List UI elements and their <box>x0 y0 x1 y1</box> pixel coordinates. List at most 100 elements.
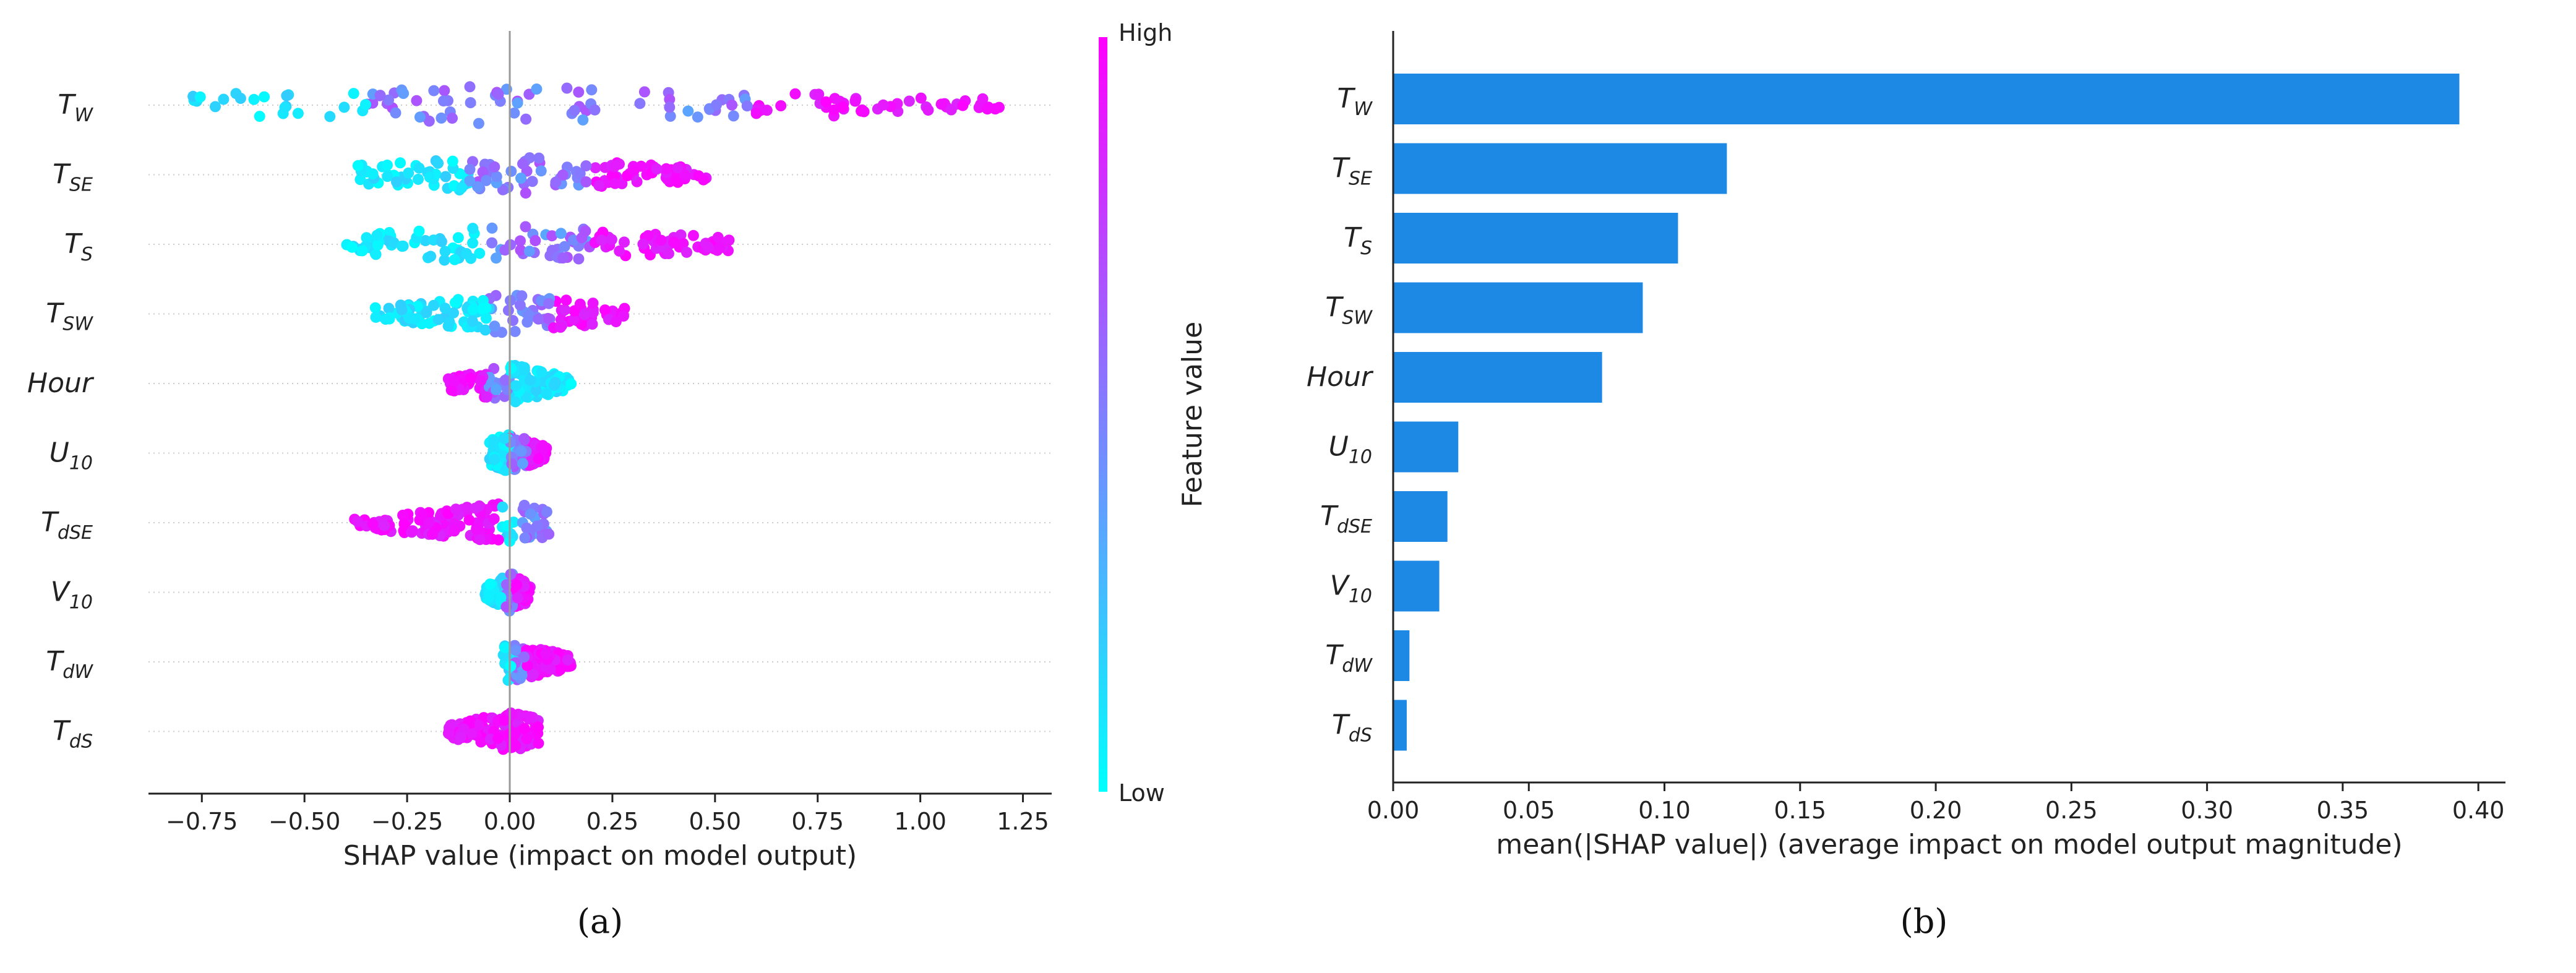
shap-point <box>638 86 650 98</box>
shap-point <box>486 237 498 249</box>
shap-point <box>352 160 364 171</box>
feature-label-sub: 10 <box>69 592 93 614</box>
bar <box>1393 282 1643 333</box>
shap-point <box>692 111 703 123</box>
shap-point <box>516 669 528 681</box>
feature-label-base: Hour <box>27 367 95 399</box>
x-tick-label: 0.75 <box>791 808 844 835</box>
shap-point <box>324 111 336 122</box>
shap-point <box>398 88 410 99</box>
shap-point <box>403 312 415 324</box>
shap-point <box>722 235 734 247</box>
shap-point <box>360 99 371 111</box>
category-label: V10 <box>1330 570 1372 607</box>
shap-point <box>413 225 425 237</box>
shap-point <box>518 499 530 511</box>
feature-label-sub: S <box>81 244 93 265</box>
shap-point <box>526 176 538 187</box>
shap-point <box>371 229 383 241</box>
shap-point <box>499 714 510 726</box>
shap-point <box>475 736 487 748</box>
shap-point <box>533 313 544 325</box>
shap-point <box>837 101 849 113</box>
shap-point <box>442 320 454 332</box>
shap-point <box>589 104 601 116</box>
shap-point <box>395 299 406 311</box>
shap-point <box>383 302 395 314</box>
shap-point <box>550 176 562 188</box>
shap-point <box>514 299 526 311</box>
shap-point <box>436 112 447 124</box>
shap-point <box>561 82 573 94</box>
feature-label-base: V <box>51 577 71 608</box>
shap-point <box>525 374 536 386</box>
feature-label-base: T <box>46 646 64 677</box>
shap-point <box>606 234 617 246</box>
panel-a-beeswarm: −0.75 −0.50 −0.25 0.00 0.25 0.50 0.75 1.00 1.25 … <box>27 19 1208 941</box>
shap-point <box>461 248 472 259</box>
shap-point <box>536 366 547 378</box>
shap-point <box>466 315 478 327</box>
shap-point <box>629 165 640 176</box>
shap-point <box>614 245 625 257</box>
shap-point <box>480 312 492 324</box>
shap-point <box>380 314 392 325</box>
shap-point <box>677 238 689 249</box>
feature-label-base: T <box>46 298 64 330</box>
shap-point <box>580 225 591 237</box>
shap-point <box>510 645 522 656</box>
shap-point <box>540 648 551 659</box>
shap-point <box>538 443 549 454</box>
category-label: TS <box>1344 222 1372 259</box>
panel-b-caption: (b) <box>1900 902 1948 941</box>
shap-point <box>372 239 384 251</box>
shap-point <box>374 90 386 101</box>
shap-point <box>530 235 541 246</box>
shap-point <box>465 97 476 108</box>
shap-point <box>520 113 532 125</box>
shap-point <box>574 298 586 310</box>
x-tick-label: 1.00 <box>894 808 947 835</box>
shap-point <box>663 248 674 259</box>
shap-point <box>439 254 450 266</box>
shap-point <box>474 534 486 546</box>
feature-label-base: T <box>58 89 76 121</box>
shap-point <box>279 101 291 113</box>
shap-point <box>510 740 522 752</box>
category-label-base: T <box>1337 83 1355 114</box>
shap-point <box>514 709 526 721</box>
shap-point <box>525 508 536 520</box>
shap-point <box>668 236 679 248</box>
shap-point <box>407 525 418 537</box>
shap-point <box>480 174 492 186</box>
colorbar-low-label: Low <box>1118 779 1165 807</box>
panel-a-x-axis-label: SHAP value (impact on model output) <box>343 840 857 872</box>
shap-point <box>505 362 517 374</box>
shap-point <box>464 163 476 175</box>
x-tick-label: 1.25 <box>997 808 1049 835</box>
shap-point <box>557 252 569 264</box>
shap-point <box>346 241 358 253</box>
shap-point <box>470 502 481 514</box>
panel-b-bars <box>1393 74 2460 751</box>
shap-point <box>922 105 934 116</box>
shap-point <box>447 155 458 167</box>
shap-point <box>492 534 504 546</box>
shap-point <box>579 309 590 320</box>
shap-point <box>518 722 530 734</box>
shap-point <box>499 432 510 444</box>
shap-point <box>492 732 504 744</box>
shap-point <box>533 152 545 164</box>
category-label: TSW <box>1325 292 1373 329</box>
panel-a-row-guides <box>148 105 1052 732</box>
shap-point <box>473 523 484 534</box>
shap-point <box>619 236 630 248</box>
shap-point <box>453 384 465 395</box>
x-tick-label: 0.20 <box>1910 797 1962 824</box>
category-label: U10 <box>1329 431 1372 468</box>
category-label-base: T <box>1325 640 1344 671</box>
shap-point <box>472 181 484 192</box>
